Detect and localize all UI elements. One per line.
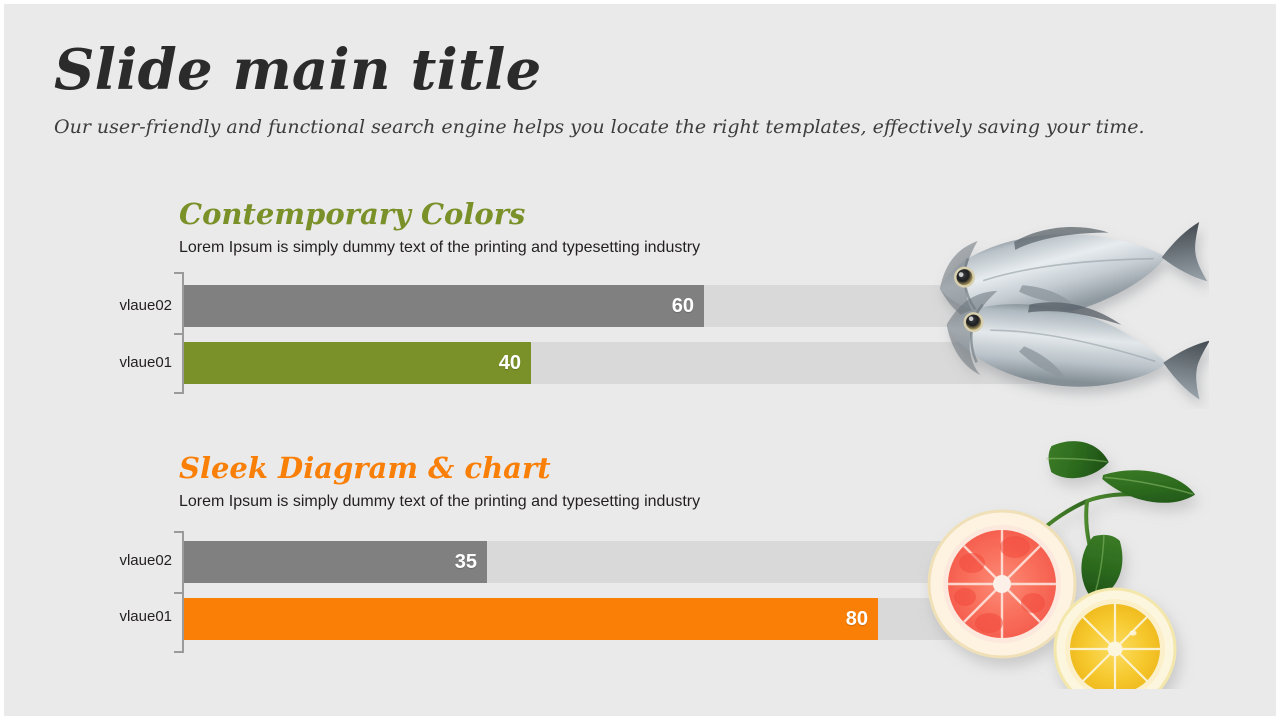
chart1-category-label-vlaue01: vlaue01 — [119, 354, 172, 371]
chart1-bar-fill-vlaue01 — [184, 342, 531, 384]
chart1-bar-value-vlaue02: 60 — [671, 294, 694, 317]
slide-canvas: Slide main title Our user-friendly and f… — [4, 4, 1276, 716]
chart2-axis-tick-mid — [174, 592, 182, 594]
chart2-category-label-vlaue02: vlaue02 — [119, 552, 172, 569]
page-subtitle: Our user-friendly and functional search … — [54, 116, 1145, 138]
chart1-axis-tick-bottom — [174, 392, 182, 394]
chart1-axis-line — [182, 272, 184, 394]
chart1-axis-tick-top — [174, 272, 182, 274]
citrus-photo — [919, 429, 1219, 689]
chart2-bar-value-vlaue01: 80 — [845, 607, 868, 630]
chart2-bar-fill-vlaue01 — [184, 598, 878, 640]
chart2-category-label-vlaue01: vlaue01 — [119, 608, 172, 625]
chart2-axis-tick-bottom — [174, 651, 182, 653]
chart2-bar-track-vlaue02 — [184, 541, 1051, 583]
fish-photo — [909, 214, 1209, 409]
page-title: Slide main title — [54, 37, 542, 103]
chart1-axis-tick-mid — [174, 333, 182, 335]
chart2-axis-tick-top — [174, 531, 182, 533]
chart-heading-sleek-diagram: Sleek Diagram & chart — [179, 451, 551, 485]
chart2-axis-line — [182, 531, 184, 653]
chart-subtext-contemporary-colors: Lorem Ipsum is simply dummy text of the … — [179, 239, 701, 256]
chart1-bar-track-vlaue02 — [184, 285, 1051, 327]
chart2-bar-value-vlaue02: 35 — [454, 550, 477, 573]
chart2-bar-track-vlaue01 — [184, 598, 1051, 640]
chart-heading-contemporary-colors: Contemporary Colors — [179, 197, 526, 231]
chart2-bar-fill-vlaue02 — [184, 541, 488, 583]
chart1-bar-value-vlaue01: 40 — [498, 351, 521, 374]
chart1-bar-fill-vlaue02 — [184, 285, 705, 327]
chart1-category-label-vlaue02: vlaue02 — [119, 297, 172, 314]
chart1-bar-track-vlaue01 — [184, 342, 1051, 384]
chart-subtext-sleek-diagram: Lorem Ipsum is simply dummy text of the … — [179, 493, 701, 510]
